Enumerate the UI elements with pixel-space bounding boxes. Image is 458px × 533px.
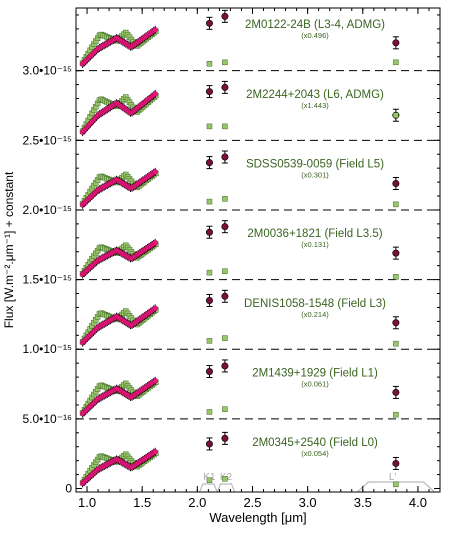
- photometry-point: [221, 12, 229, 20]
- x-tick-label: 1.5: [133, 495, 151, 510]
- x-tick-label: 1.0: [78, 495, 96, 510]
- photometry-point: [205, 88, 213, 96]
- model-photometry-point: [206, 338, 213, 344]
- object-name: SDSS0539-0059 (Field L5): [246, 158, 384, 170]
- filter-label: L': [389, 472, 397, 483]
- model-photometry-point: [222, 268, 228, 274]
- object-scale: (x0.301): [301, 170, 329, 179]
- object-scale: (x1.443): [301, 101, 329, 110]
- y-axis-title: Flux [W.m⁻².μm⁻¹] + constant: [2, 171, 16, 328]
- photometry-point: [205, 440, 213, 448]
- model-photometry-point: [206, 123, 213, 130]
- photometry-point: [392, 319, 400, 327]
- object-scale: (x0.496): [301, 31, 329, 40]
- filter-curve: [198, 483, 218, 493]
- y-tick-label: 5.0•10⁻¹⁶: [23, 412, 73, 426]
- photometry-point: [392, 249, 400, 257]
- model-photometry-point: [206, 409, 213, 415]
- model-photometry-point: [393, 274, 399, 280]
- x-tick-label: 3.5: [354, 495, 372, 510]
- photometry-point: [205, 19, 213, 27]
- spectrum-point: [152, 27, 158, 33]
- model-photometry-point: [393, 59, 399, 66]
- photometry-point: [221, 83, 229, 91]
- y-tick-label: 2.0•10⁻¹⁵: [22, 203, 72, 217]
- spectrum-point: [152, 91, 158, 97]
- offset-lines: [76, 70, 440, 420]
- y-tick-label: 0: [65, 482, 72, 496]
- model-photometry-point: [206, 477, 213, 483]
- model-photometry-point: [393, 411, 399, 418]
- object-name: 2M0345+2540 (Field L0): [252, 437, 378, 449]
- model-photometry-point: [393, 340, 399, 347]
- photometry-point: [392, 388, 400, 396]
- photometry-point: [221, 153, 229, 161]
- object-name: 2M2244+2043 (L6, ADMG): [246, 89, 384, 101]
- model-photometry-point: [206, 198, 213, 205]
- photometry-point: [221, 292, 229, 300]
- spectrum-point: [152, 169, 158, 175]
- object-scale: (x0.061): [301, 379, 329, 388]
- y-tick-label: 2.5•10⁻¹⁵: [22, 133, 72, 147]
- model-photometry-point: [222, 59, 228, 66]
- y-tick-label: 1.5•10⁻¹⁵: [22, 273, 72, 287]
- y-tick-label: 1.0•10⁻¹⁵: [22, 342, 72, 356]
- plot-frame: [75, 7, 441, 493]
- y-tick-label: 3.0•10⁻¹⁵: [22, 64, 72, 78]
- photometry-point: [392, 179, 400, 187]
- axes: 1.0 1.5 2.0 2.5 3.0 3.5 4.0 0 5.0•10⁻¹⁶ 1.0•10⁻¹⁵…: [22, 8, 440, 510]
- model-photometry-point: [222, 123, 228, 130]
- model-photometry-point: [222, 196, 228, 202]
- model-photometry-point: [393, 201, 399, 208]
- photometry-point: [392, 459, 400, 467]
- filter-labels: K1K2L': [203, 472, 396, 483]
- object-name: 2M0122-24B (L3-4, ADMG): [245, 19, 385, 31]
- spectrum-point: [152, 377, 158, 384]
- photometry-point: [205, 228, 213, 236]
- object-scale: (x0.054): [301, 449, 329, 458]
- model-photometry-point: [393, 112, 399, 118]
- model-photometry-point: [222, 476, 228, 482]
- photometry-point: [221, 362, 229, 370]
- model-photometry-point: [206, 269, 213, 276]
- object-name: DENIS1058-1548 (Field L3): [244, 298, 386, 310]
- spectrum-point: [152, 305, 158, 312]
- filter-curve: [216, 483, 236, 493]
- spectrum-point: [152, 240, 158, 246]
- filter-curves: [198, 481, 435, 493]
- photometry-point: [205, 159, 213, 167]
- object-scale: (x0.214): [301, 310, 329, 319]
- model-photometry-point: [222, 406, 228, 412]
- object-name: 2M1439+1929 (Field L1): [252, 367, 378, 379]
- model-photometry-point: [222, 335, 228, 341]
- object-labels: 2M0345+2540 (Field L0)(x0.054) 2M1439+192…: [244, 19, 386, 458]
- model-photometry-point: [393, 481, 399, 488]
- spectrum-point: [152, 448, 158, 455]
- photometry-point: [392, 39, 400, 47]
- model-photometry-point: [206, 60, 213, 67]
- x-tick-label: 4.0: [409, 495, 427, 510]
- photometry-point: [205, 368, 213, 376]
- x-tick-label: 2.0: [188, 495, 206, 510]
- object-scale: (x0.131): [301, 240, 329, 249]
- series-layer: [79, 9, 400, 488]
- x-tick-label: 2.5: [243, 495, 261, 510]
- object-name: 2M0036+1821 (Field L3.5): [247, 228, 382, 240]
- x-tick-label: 3.0: [299, 495, 317, 510]
- photometry-point: [221, 223, 229, 231]
- photometry-point: [221, 434, 229, 442]
- photometry-point: [205, 296, 213, 304]
- x-axis-title: Wavelength [μm]: [209, 510, 306, 525]
